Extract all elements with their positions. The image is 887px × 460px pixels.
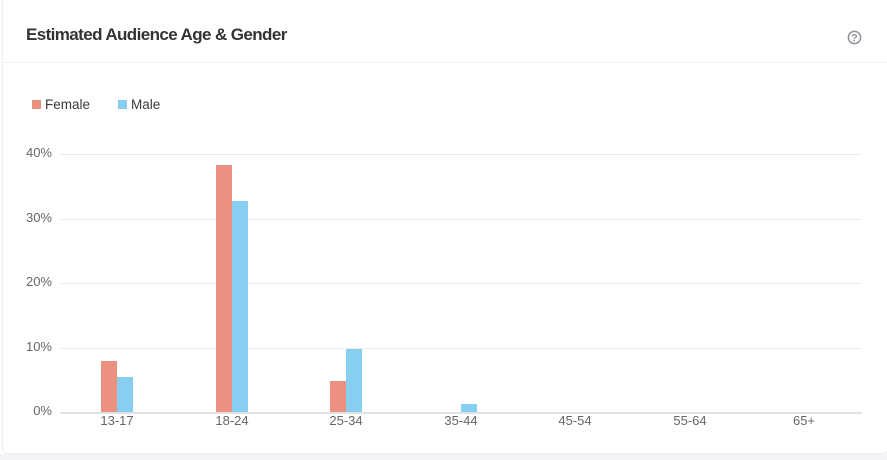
svg-text:?: ? — [851, 32, 858, 44]
